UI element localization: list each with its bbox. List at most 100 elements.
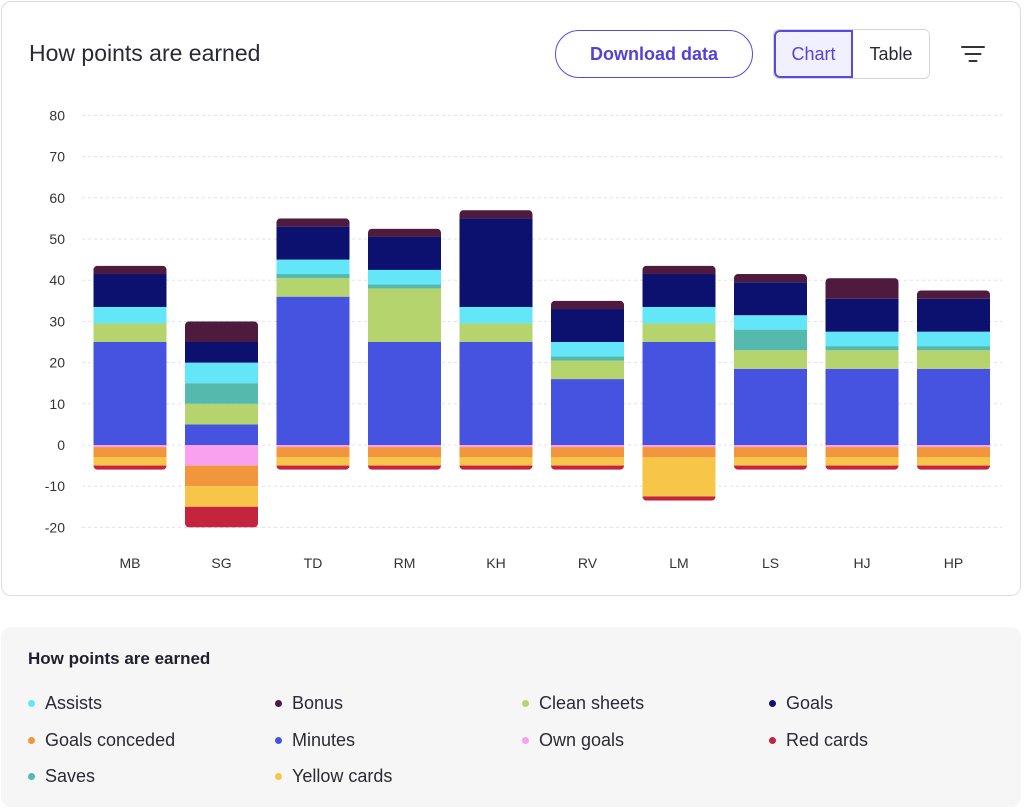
bar-segment-yellow-cards — [459, 457, 533, 466]
bar-segment-assists — [825, 331, 899, 347]
view-toggle: Chart Table — [773, 29, 930, 79]
bar-segment-own-goals — [551, 445, 624, 448]
bar-LS — [734, 274, 807, 470]
bar-segment-bonus — [642, 265, 716, 275]
legend-item: Yellow cards — [275, 766, 392, 787]
bar-segment-clean-sheets — [825, 350, 899, 369]
bar-segment-goals-conceded — [459, 447, 533, 458]
bar-segment-bonus — [459, 210, 533, 219]
bar-segment-clean-sheets — [734, 350, 807, 369]
legend-label: Assists — [45, 693, 103, 713]
x-tick-label: LM — [669, 555, 688, 571]
bar-segment-saves — [185, 383, 258, 404]
x-tick-label: LS — [762, 555, 779, 571]
bar-segment-goals-conceded — [642, 447, 716, 458]
legend-label: Clean sheets — [539, 693, 645, 713]
chart-view-button[interactable]: Chart — [774, 30, 853, 78]
bar-segment-own-goals — [459, 445, 533, 448]
bar-segment-goals — [185, 342, 258, 363]
bar-segment-assists — [642, 306, 716, 324]
filter-icon[interactable] — [960, 43, 986, 65]
bar-segment-own-goals — [368, 445, 441, 448]
bar-segment-assists — [185, 362, 258, 384]
legend-dot-icon — [522, 700, 529, 707]
bar-segment-yellow-cards — [642, 457, 716, 497]
bar-segment-goals — [917, 298, 990, 332]
x-tick-label: KH — [486, 555, 505, 571]
bar-segment-red-cards — [551, 465, 624, 470]
legend-item: Red cards — [769, 730, 868, 751]
x-tick-label: MB — [120, 555, 141, 571]
bar-segment-yellow-cards — [734, 457, 807, 466]
bar-segment-goals — [825, 298, 899, 332]
bar-segment-red-cards — [93, 465, 167, 470]
bar-segment-goals — [93, 274, 167, 307]
bar-segment-bonus — [276, 218, 350, 227]
bar-segment-red-cards — [642, 496, 716, 501]
bar-segment-assists — [551, 342, 624, 357]
bar-segment-bonus — [93, 265, 167, 275]
bar-segment-own-goals — [185, 445, 258, 466]
legend-title: How points are earned — [28, 649, 211, 668]
bar-segment-saves — [276, 274, 350, 279]
bar-segment-bonus — [734, 274, 807, 283]
bar-segment-clean-sheets — [917, 350, 990, 369]
bar-segment-minutes — [551, 379, 624, 445]
y-tick-label: 30 — [49, 313, 65, 329]
y-tick-label: -20 — [45, 519, 65, 535]
bar-segment-yellow-cards — [551, 457, 624, 466]
bar-segment-clean-sheets — [276, 278, 350, 297]
bar-segment-bonus — [551, 300, 624, 310]
y-tick-label: 80 — [49, 107, 65, 123]
download-data-button[interactable]: Download data — [555, 30, 753, 78]
bar-segment-goals-conceded — [276, 447, 350, 458]
table-view-button[interactable]: Table — [853, 30, 929, 78]
legend-dot-icon — [769, 700, 776, 707]
legend-panel: How points are earned Assists Bonus Clean … — [1, 627, 1021, 807]
bar-segment-assists — [368, 269, 441, 285]
bar-segment-minutes — [459, 342, 533, 445]
legend-label: Saves — [45, 766, 96, 786]
bar-segment-red-cards — [734, 465, 807, 470]
legend-item: Bonus — [275, 693, 343, 714]
bar-segment-goals-conceded — [917, 447, 990, 458]
bar-HP — [917, 290, 990, 470]
bar-segment-clean-sheets — [459, 323, 533, 342]
bar-segment-assists — [276, 259, 350, 275]
bar-segment-goals — [459, 218, 533, 307]
bar-segment-own-goals — [642, 445, 716, 448]
bar-KH — [459, 210, 533, 470]
bar-RV — [551, 300, 624, 470]
legend-label: Minutes — [292, 730, 356, 750]
legend-dot-icon — [28, 737, 35, 744]
bar-segment-own-goals — [917, 445, 990, 448]
legend-dot-icon — [522, 737, 529, 744]
bar-segment-bonus — [917, 290, 990, 299]
legend-label: Red cards — [786, 730, 869, 750]
y-tick-label: -10 — [45, 478, 65, 494]
legend-item: Minutes — [275, 730, 355, 751]
bar-HJ — [825, 278, 899, 470]
legend-label: Bonus — [292, 693, 344, 713]
bar-segment-yellow-cards — [185, 486, 258, 507]
bar-segment-own-goals — [276, 445, 350, 448]
legend-dot-icon — [28, 773, 35, 780]
bar-segment-goals-conceded — [93, 447, 167, 458]
bar-segment-red-cards — [368, 465, 441, 470]
legend-dot-icon — [769, 737, 776, 744]
legend-item: Goals — [769, 693, 833, 714]
bar-segment-goals-conceded — [825, 447, 899, 458]
bar-segment-red-cards — [185, 506, 258, 528]
legend-dot-icon — [275, 700, 282, 707]
bar-segment-saves — [734, 329, 807, 351]
bar-segment-minutes — [368, 342, 441, 445]
bar-segment-goals-conceded — [551, 447, 624, 458]
bar-SG — [185, 321, 258, 528]
legend-dot-icon — [28, 700, 35, 707]
y-tick-label: 40 — [49, 272, 65, 288]
bar-segment-bonus — [825, 278, 899, 299]
bar-segment-red-cards — [825, 465, 899, 470]
legend-item: Own goals — [522, 730, 624, 751]
bar-segment-saves — [368, 284, 441, 289]
bar-segment-goals-conceded — [734, 447, 807, 458]
